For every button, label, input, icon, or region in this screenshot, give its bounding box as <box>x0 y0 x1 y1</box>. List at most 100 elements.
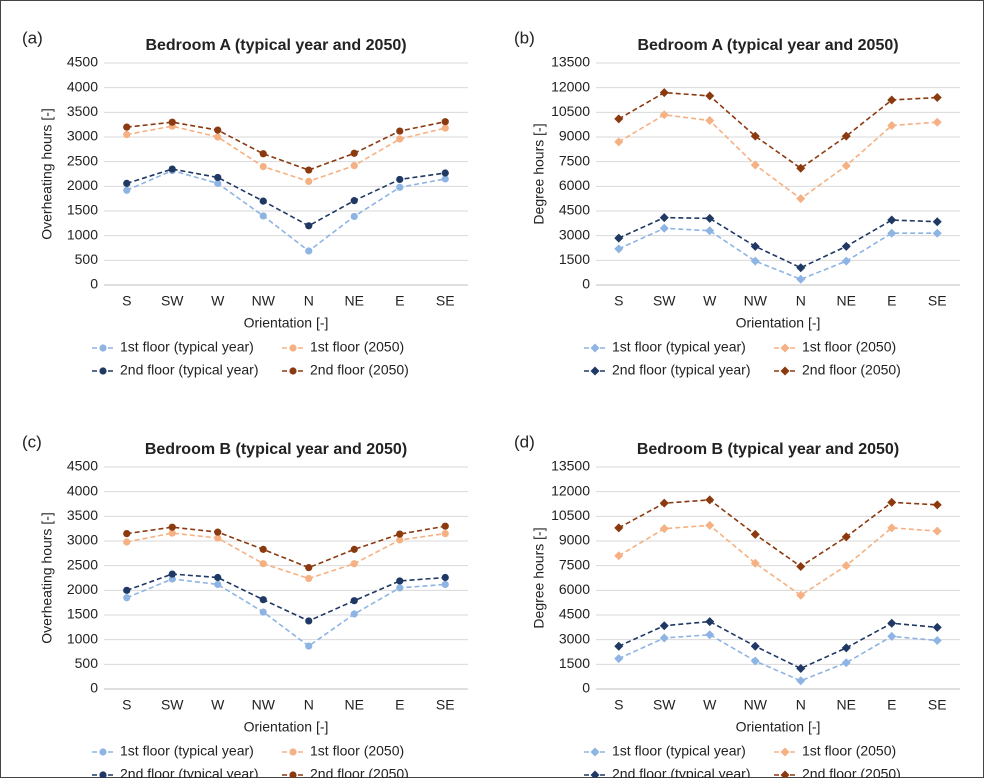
marker <box>796 590 806 600</box>
y-tick-label: 2000 <box>67 581 98 597</box>
marker <box>259 596 267 604</box>
y-tick-label: 12000 <box>551 482 590 498</box>
y-tick-label: 500 <box>75 251 99 267</box>
x-tick-label: NW <box>744 697 768 713</box>
marker <box>396 530 404 538</box>
x-tick-label: SE <box>436 293 455 309</box>
panel-label: (a) <box>22 28 43 47</box>
marker <box>305 222 313 230</box>
marker <box>659 498 669 508</box>
marker <box>396 183 404 191</box>
x-tick-label: NE <box>345 293 364 309</box>
marker <box>887 95 897 105</box>
marker <box>887 215 897 225</box>
marker <box>441 124 449 132</box>
marker <box>614 114 624 124</box>
marker <box>396 577 404 585</box>
x-axis-label: Orientation [-] <box>244 315 329 331</box>
x-tick-label: S <box>614 293 623 309</box>
series-line <box>618 216 938 269</box>
y-tick-label: 4000 <box>67 482 98 498</box>
x-tick-label: SE <box>928 697 947 713</box>
marker <box>614 551 624 561</box>
marker <box>259 212 267 220</box>
chart-title: Bedroom A (typical year and 2050) <box>637 37 898 54</box>
y-tick-label: 4500 <box>559 202 590 218</box>
x-tick-label: N <box>304 293 314 309</box>
marker <box>887 120 897 130</box>
marker <box>214 573 222 582</box>
marker <box>123 586 131 594</box>
marker <box>750 131 760 141</box>
x-tick-label: SW <box>653 697 676 713</box>
marker <box>123 123 131 131</box>
marker <box>396 175 404 184</box>
x-tick-label: SE <box>928 293 947 309</box>
series-line <box>618 499 938 568</box>
legend-marker <box>99 748 107 756</box>
chart-panel: (a) Bedroom A (typical year and 2050) Over… <box>22 28 468 378</box>
marker <box>796 274 806 284</box>
legend-marker <box>780 770 790 780</box>
series-line <box>618 524 938 597</box>
legend-marker <box>590 366 600 376</box>
legend-marker <box>780 343 790 353</box>
legend-label: 2nd floor (typical year) <box>120 766 259 778</box>
marker <box>841 643 851 653</box>
legend-label: 2nd floor (typical year) <box>612 362 751 378</box>
marker <box>123 186 131 194</box>
y-tick-label: 9000 <box>559 128 590 144</box>
marker <box>441 175 449 183</box>
marker <box>841 131 851 141</box>
marker <box>305 574 313 583</box>
x-tick-label: NW <box>252 697 276 713</box>
y-tick-label: 4500 <box>67 54 98 70</box>
marker <box>168 575 176 583</box>
y-axis-label: Degree hours [-] <box>531 527 547 628</box>
marker <box>168 529 176 537</box>
marker <box>750 558 760 568</box>
x-axis-label: Orientation [-] <box>736 719 821 735</box>
marker <box>123 130 131 139</box>
legend-marker <box>590 770 600 780</box>
y-tick-label: 1500 <box>67 606 98 622</box>
y-tick-label: 3000 <box>67 128 98 144</box>
series-line <box>618 633 938 682</box>
y-axis-label: Overheating hours [-] <box>39 512 55 644</box>
marker <box>350 212 358 221</box>
x-tick-label: E <box>395 293 404 309</box>
marker <box>350 560 358 568</box>
marker <box>123 538 131 546</box>
marker <box>796 561 806 571</box>
marker <box>932 228 942 238</box>
legend-label: 2nd floor (typical year) <box>612 766 751 778</box>
y-tick-label: 1000 <box>67 630 98 646</box>
marker <box>441 580 449 589</box>
legend-label: 1st floor (2050) <box>802 743 896 759</box>
y-tick-label: 2500 <box>67 152 98 168</box>
marker <box>305 166 313 174</box>
legend-marker <box>780 366 790 376</box>
series-line <box>126 125 446 183</box>
marker <box>841 532 851 542</box>
x-tick-label: E <box>887 293 896 309</box>
marker <box>441 522 449 530</box>
marker <box>750 241 760 251</box>
chart-title: Bedroom A (typical year and 2050) <box>145 37 406 54</box>
marker <box>396 135 404 143</box>
marker <box>841 561 851 571</box>
x-tick-label: W <box>703 697 717 713</box>
x-tick-label: E <box>887 697 896 713</box>
marker <box>841 256 851 266</box>
series-line <box>618 620 938 670</box>
marker <box>441 169 449 177</box>
marker <box>214 534 222 542</box>
marker <box>614 137 624 147</box>
marker <box>614 233 624 243</box>
y-tick-label: 7500 <box>559 152 590 168</box>
legend-marker <box>99 344 107 352</box>
marker <box>659 110 669 120</box>
x-tick-label: W <box>211 293 225 309</box>
marker <box>750 256 760 266</box>
panel-label: (d) <box>514 432 535 451</box>
